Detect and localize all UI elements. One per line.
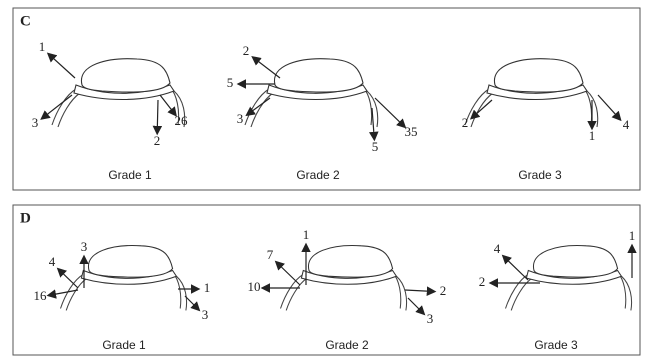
count-label: 3 bbox=[32, 115, 39, 130]
grade-caption: Grade 1 bbox=[108, 168, 152, 182]
arrow bbox=[598, 95, 620, 119]
grade-caption: Grade 1 bbox=[102, 338, 146, 352]
arrow bbox=[160, 95, 175, 115]
arrow bbox=[49, 54, 75, 78]
panel-label: D bbox=[20, 210, 31, 226]
count-label: 26 bbox=[175, 113, 189, 128]
count-label: 2 bbox=[462, 115, 469, 130]
count-label: 4 bbox=[49, 254, 56, 269]
arrow bbox=[375, 98, 405, 127]
specimen-cap bbox=[274, 59, 363, 92]
count-label: 1 bbox=[629, 228, 636, 243]
count-label: 5 bbox=[372, 139, 379, 154]
arrow bbox=[247, 98, 270, 115]
count-label: 3 bbox=[202, 307, 209, 322]
count-label: 5 bbox=[227, 75, 234, 90]
count-label: 2 bbox=[440, 283, 447, 298]
count-label: 3 bbox=[427, 311, 434, 326]
count-label: 1 bbox=[303, 227, 310, 242]
count-label: 4 bbox=[494, 241, 501, 256]
arrow bbox=[408, 298, 424, 314]
specimen-cap bbox=[494, 59, 583, 92]
count-label: 1 bbox=[39, 39, 46, 54]
specimen-cap bbox=[88, 246, 172, 278]
grade-caption: Grade 3 bbox=[534, 338, 578, 352]
count-label: 2 bbox=[154, 133, 161, 148]
count-label: 35 bbox=[405, 124, 418, 139]
grade-caption: Grade 2 bbox=[325, 338, 369, 352]
arrow bbox=[157, 100, 158, 133]
count-label: 16 bbox=[34, 288, 48, 303]
grade-caption: Grade 2 bbox=[296, 168, 340, 182]
count-label: 2 bbox=[479, 274, 486, 289]
count-label: 4 bbox=[623, 117, 630, 132]
count-label: 2 bbox=[243, 43, 250, 58]
arrow bbox=[276, 262, 300, 285]
arrow bbox=[503, 256, 528, 280]
arrow bbox=[405, 290, 434, 292]
specimen-cap bbox=[308, 246, 392, 278]
figure: C13226Grade 1253535Grade 2214Grade 3D341… bbox=[0, 0, 656, 361]
arrow bbox=[253, 57, 280, 78]
count-label: 7 bbox=[267, 247, 274, 262]
count-label: 3 bbox=[81, 239, 88, 254]
arrow bbox=[472, 100, 492, 118]
arrow bbox=[58, 269, 78, 288]
panel-label: C bbox=[20, 13, 31, 29]
count-label: 1 bbox=[204, 280, 211, 295]
specimen-cap bbox=[81, 59, 170, 92]
specimen-cap bbox=[533, 246, 617, 278]
arrow bbox=[372, 108, 374, 139]
count-label: 3 bbox=[237, 111, 244, 126]
grade-caption: Grade 3 bbox=[518, 168, 562, 182]
count-label: 10 bbox=[248, 279, 261, 294]
count-label: 1 bbox=[589, 128, 596, 143]
